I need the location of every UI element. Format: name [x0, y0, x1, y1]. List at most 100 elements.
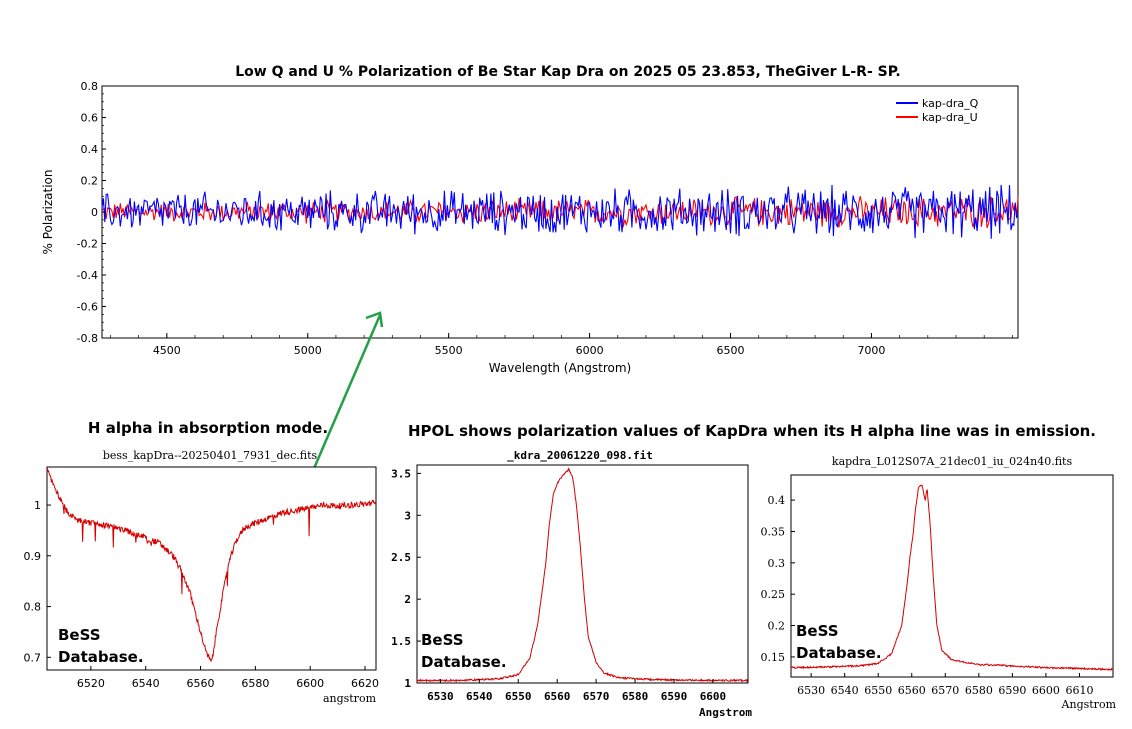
main-y-tick-label: 0.8 — [81, 80, 99, 93]
chart1-x-ticks: 6520 6540 6560 6580 6600 6620 — [77, 666, 379, 690]
legend-label-q: kap-dra_Q — [922, 97, 979, 110]
chart2-x-ticks: 6530 6540 6550 6560 6570 6580 6590 6600 — [427, 679, 726, 703]
c2-x-tick-label: 6550 — [505, 690, 532, 703]
main-y-tick-label: 0.6 — [81, 112, 99, 125]
c2-x-tick-label: 6570 — [583, 690, 610, 703]
c3-y-tick-label: 0.25 — [761, 588, 786, 601]
chart1-x-axis-label: angstrom — [323, 692, 377, 705]
main-x-tick-label: 5000 — [294, 344, 322, 357]
main-x-tick-label: 7000 — [857, 344, 885, 357]
c3-x-tick-label: 6580 — [965, 684, 993, 697]
c2-y-tick-label: 1.5 — [391, 635, 411, 648]
c3-x-tick-label: 6570 — [931, 684, 959, 697]
chart1-y-ticks: 1 0.9 0.8 0.7 — [24, 499, 51, 664]
main-y-tick-label: -0.4 — [77, 269, 98, 282]
main-legend: kap-dra_Q kap-dra_U — [896, 97, 979, 124]
c1-x-tick-label: 6620 — [351, 677, 379, 690]
main-y-tick-label: 0 — [91, 206, 98, 219]
c1-y-tick-label: 1 — [34, 499, 41, 512]
bess-absorption-chart: bess_kapDra--20250401_7931_dec.fits 1 0.9… — [24, 449, 380, 705]
main-x-tick-label: 4500 — [153, 344, 181, 357]
chart3-y-ticks: 0.4 0.35 0.3 0.25 0.2 0.15 — [761, 494, 795, 664]
c2-x-tick-label: 6600 — [700, 690, 727, 703]
c2-x-tick-label: 6540 — [466, 690, 493, 703]
main-x-tick-label: 5500 — [435, 344, 463, 357]
main-y-tick-label: -0.6 — [77, 301, 98, 314]
c2-y-tick-label: 3 — [404, 509, 411, 522]
arrow-shaft — [301, 314, 382, 495]
c3-y-tick-label: 0.35 — [761, 525, 786, 538]
c1-annotation-line: Database. — [58, 648, 144, 666]
c3-x-tick-label: 6540 — [831, 684, 859, 697]
c3-y-tick-label: 0.4 — [768, 494, 786, 507]
series-line-kap-dra_Q — [101, 184, 1019, 239]
c1-spectrum-line — [46, 467, 377, 663]
main-y-tick-label: 0.2 — [81, 175, 99, 188]
main-x-tick-label: 6000 — [576, 344, 604, 357]
c3-y-tick-label: 0.3 — [768, 557, 786, 570]
c1-x-tick-label: 6560 — [187, 677, 215, 690]
chart1-bess-annotation: BeSS Database. — [58, 626, 144, 666]
c1-y-tick-label: 0.9 — [24, 550, 42, 563]
c1-y-tick-label: 0.7 — [24, 651, 42, 664]
main-y-tick-label: 0.4 — [81, 143, 99, 156]
c1-x-tick-label: 6520 — [77, 677, 105, 690]
c1-y-tick-label: 0.8 — [24, 601, 42, 614]
c2-annotation-line: Database. — [421, 653, 507, 671]
absorption-heading: H alpha in absorption mode. — [88, 419, 328, 437]
c3-x-tick-label: 6600 — [1032, 684, 1060, 697]
main-y-ticks: 0.8 0.6 0.4 0.2 0 -0.2 -0.4 -0.6 -0.8 — [77, 80, 106, 345]
c2-annotation-line: BeSS — [421, 631, 464, 649]
c2-x-tick-label: 6560 — [544, 690, 571, 703]
chart3-title: kapdra_L012S07A_21dec01_iu_024n40.fits — [832, 455, 1073, 468]
chart2-x-axis-label: Angstrom — [699, 706, 752, 719]
c3-x-tick-label: 6530 — [797, 684, 825, 697]
c3-x-tick-label: 6560 — [898, 684, 926, 697]
c3-x-tick-label: 6550 — [864, 684, 892, 697]
main-x-axis-label: Wavelength (Angstrom) — [489, 361, 631, 375]
emission-heading: HPOL shows polarization values of KapDra… — [408, 422, 1096, 440]
chart3-spectrum-layer — [790, 484, 1114, 671]
main-y-tick-label: -0.8 — [77, 332, 98, 345]
c3-x-tick-label: 6590 — [998, 684, 1026, 697]
chart2-spectrum-layer — [416, 467, 749, 683]
chart1-spectrum-layer — [46, 467, 377, 663]
chart2-bess-annotation: BeSS Database. — [421, 631, 507, 671]
chart3-bess-annotation: BeSS Database. — [796, 622, 882, 662]
arrow-head-top — [365, 311, 384, 328]
c3-x-tick-label: 6610 — [1065, 684, 1093, 697]
c3-annotation-line: BeSS — [796, 622, 839, 640]
c2-x-tick-label: 6530 — [427, 690, 454, 703]
hpol-emission-chart-1: _kdra_20061220_098.fit 3.5 3 2.5 2 1.5 1 6530… — [391, 449, 752, 719]
chart2-title: _kdra_20061220_098.fit — [507, 449, 653, 462]
hpol-emission-chart-2: kapdra_L012S07A_21dec01_iu_024n40.fits 0… — [761, 455, 1117, 711]
c1-x-tick-label: 6540 — [132, 677, 160, 690]
chart1-frame — [46, 466, 377, 671]
c3-annotation-line: Database. — [796, 644, 882, 662]
chart3-x-axis-label: Angstrom — [1061, 698, 1117, 711]
main-y-tick-label: -0.2 — [77, 238, 98, 251]
c2-y-tick-label: 3.5 — [391, 467, 411, 480]
c2-x-tick-label: 6580 — [622, 690, 649, 703]
c2-y-tick-label: 1 — [404, 677, 411, 690]
c3-y-tick-label: 0.15 — [761, 651, 786, 664]
c2-spectrum-line — [416, 467, 749, 683]
main-y-axis-label: % Polarization — [41, 170, 55, 255]
main-series-layer — [101, 184, 1019, 239]
chart2-y-ticks: 3.5 3 2.5 2 1.5 1 — [391, 467, 421, 690]
c2-y-tick-label: 2 — [404, 593, 411, 606]
c2-y-tick-label: 2.5 — [391, 551, 411, 564]
legend-label-u: kap-dra_U — [922, 111, 978, 124]
c1-x-tick-label: 6600 — [296, 677, 324, 690]
chart3-x-ticks: 6530 6540 6550 6560 6570 6580 6590 6600 6610 — [797, 673, 1093, 697]
polarization-chart: Low Q and U % Polarization of Be Star Ka… — [41, 64, 1019, 375]
c1-annotation-line: BeSS — [58, 626, 101, 644]
c2-x-tick-label: 6590 — [661, 690, 688, 703]
main-x-tick-label: 6500 — [717, 344, 745, 357]
c1-x-tick-label: 6580 — [241, 677, 269, 690]
main-x-ticks: 4500 5000 5500 6000 6500 7000 — [110, 333, 1013, 357]
main-chart-title: Low Q and U % Polarization of Be Star Ka… — [235, 64, 900, 80]
chart3-frame — [790, 474, 1114, 678]
chart1-title: bess_kapDra--20250401_7931_dec.fits — [103, 449, 318, 462]
